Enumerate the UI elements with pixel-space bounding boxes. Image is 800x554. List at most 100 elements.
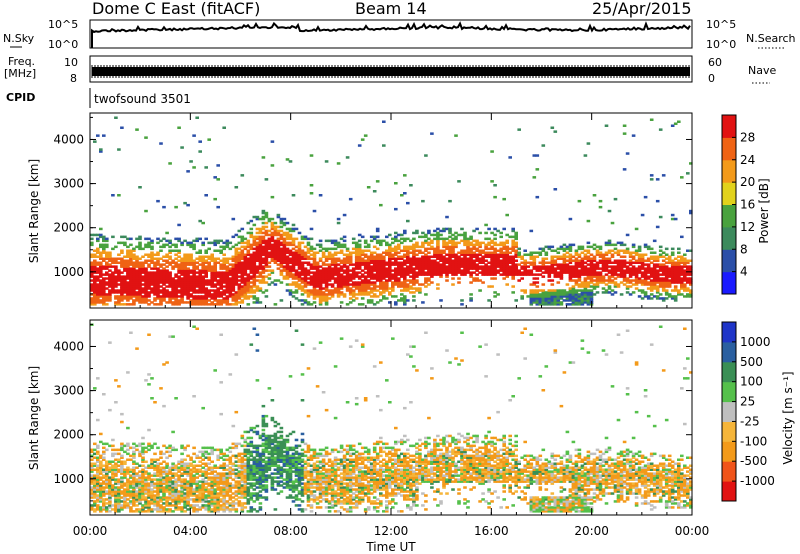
scatter-cell	[294, 237, 299, 241]
scatter-cell	[388, 261, 392, 264]
scatter-cell	[129, 267, 133, 270]
scatter-cell	[96, 377, 100, 380]
scatter-cell	[171, 295, 175, 298]
scatter-cell	[165, 279, 169, 282]
scatter-cell	[120, 482, 124, 485]
scatter-cell	[634, 275, 639, 278]
scatter-cell	[126, 281, 130, 284]
scatter-cell	[670, 279, 675, 282]
scatter-cell	[288, 261, 293, 264]
scatter-cell	[135, 277, 139, 280]
scatter-cell	[403, 261, 407, 264]
scatter-cell	[222, 247, 226, 251]
scatter-cell	[183, 253, 187, 256]
scatter-cell	[604, 265, 609, 268]
scatter-cell	[664, 289, 669, 292]
scatter-cell	[403, 273, 407, 276]
scatter-cell	[342, 263, 347, 266]
scatter-cell	[288, 237, 293, 241]
scatter-cell	[309, 277, 314, 280]
scatter-cell	[105, 245, 109, 249]
scatter-cell	[529, 299, 534, 302]
scatter-cell	[249, 253, 254, 256]
scatter-cell	[466, 263, 470, 266]
scatter-cell	[159, 239, 163, 243]
scatter-cell	[436, 257, 440, 260]
scatter-cell	[388, 267, 392, 270]
scatter-cell	[550, 249, 555, 252]
scatter-cell	[511, 249, 515, 252]
scatter-cell	[270, 140, 275, 143]
scatter-cell	[646, 245, 651, 249]
scatter-cell	[667, 257, 672, 260]
scatter-cell	[505, 253, 509, 256]
scatter-cell	[683, 259, 687, 262]
scatter-cell	[102, 442, 106, 446]
scatter-cell	[357, 257, 362, 260]
scatter-cell	[213, 243, 217, 247]
scatter-cell	[240, 267, 245, 270]
scatter-cell	[484, 273, 488, 276]
scatter-cell	[451, 271, 455, 274]
scatter-cell	[412, 269, 416, 272]
scatter-cell	[90, 237, 94, 241]
scatter-cell	[93, 140, 97, 143]
scatter-cell	[559, 265, 564, 268]
scatter-cell	[490, 231, 494, 235]
scatter-cell	[532, 281, 537, 284]
scatter-cell	[348, 289, 353, 292]
scatter-cell	[460, 263, 464, 266]
scatter-cell	[222, 299, 226, 302]
scatter-cell	[523, 269, 527, 272]
scatter-cell	[99, 255, 103, 258]
scatter-cell	[309, 291, 314, 294]
scatter-cell	[493, 249, 497, 252]
scatter-cell	[424, 255, 428, 258]
scatter-cell	[192, 166, 196, 169]
scatter-cell	[689, 293, 693, 296]
scatter-cell	[336, 271, 341, 274]
scatter-cell	[547, 275, 552, 278]
scatter-cell	[493, 291, 497, 294]
scatter-cell	[219, 251, 223, 254]
scatter-cell	[210, 269, 214, 272]
scatter-cell	[225, 269, 230, 272]
scatter-cell	[583, 277, 588, 280]
scatter-cell	[487, 247, 491, 251]
scatter-cell	[162, 287, 166, 290]
scatter-cell	[559, 295, 564, 298]
scatter-cell	[403, 231, 407, 235]
scatter-cell	[258, 253, 263, 256]
scatter-cell	[379, 281, 383, 284]
scatter-cell	[565, 251, 570, 254]
scatter-cell	[640, 275, 645, 278]
scatter-cell	[129, 446, 133, 450]
scatter-cell	[177, 259, 181, 262]
scatter-cell	[249, 291, 254, 294]
scatter-cell	[234, 271, 239, 274]
scatter-cell	[201, 283, 205, 286]
scatter-cell	[177, 267, 181, 270]
scatter-cell	[658, 128, 663, 131]
scatter-cell	[195, 251, 199, 254]
scatter-cell	[102, 482, 106, 485]
scatter-cell	[108, 277, 112, 280]
scatter-cell	[321, 281, 326, 284]
scatter-cell	[177, 249, 181, 252]
scatter-cell	[225, 245, 230, 249]
scatter-cell	[442, 255, 446, 258]
scatter-cell	[415, 241, 419, 245]
scatter-cell	[610, 253, 615, 256]
scatter-cell	[96, 482, 100, 485]
scatter-cell	[240, 281, 245, 284]
scatter-cell	[243, 287, 248, 290]
scatter-cell	[360, 291, 365, 294]
scatter-cell	[240, 265, 245, 268]
scatter-cell	[589, 257, 594, 260]
scatter-cell	[93, 496, 97, 499]
scatter-cell	[589, 275, 594, 278]
scatter-cell	[556, 303, 561, 306]
scatter-cell	[372, 190, 377, 193]
scatter-cell	[306, 269, 311, 272]
scatter-cell	[126, 470, 130, 473]
